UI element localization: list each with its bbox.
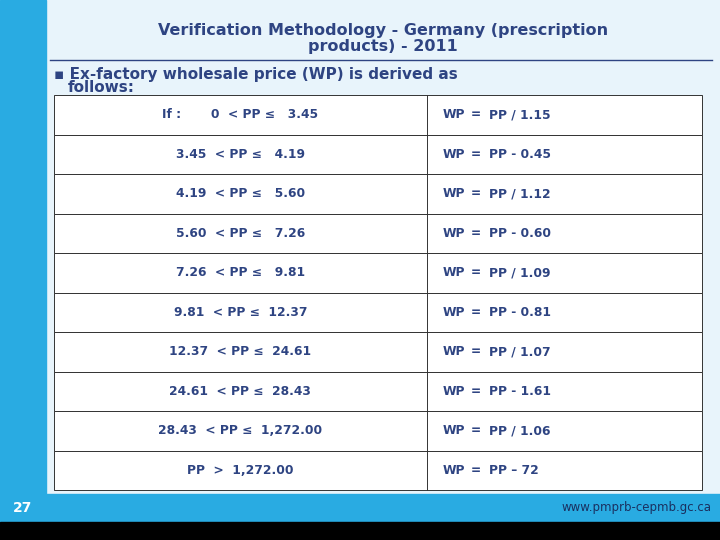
Text: WP: WP <box>443 266 465 279</box>
Text: WP: WP <box>443 187 465 200</box>
Bar <box>0 0 46 540</box>
Text: PP – 72: PP – 72 <box>489 464 539 477</box>
Bar <box>46 494 720 522</box>
Text: WP: WP <box>443 227 465 240</box>
Text: Verification Methodology - Germany (prescription: Verification Methodology - Germany (pres… <box>158 23 608 37</box>
Bar <box>54 372 702 411</box>
Bar <box>54 450 702 490</box>
Bar <box>0 522 720 540</box>
Bar <box>54 134 702 174</box>
Text: WP: WP <box>443 464 465 477</box>
Bar <box>54 293 702 332</box>
Text: www.pmprb-cepmb.gc.ca: www.pmprb-cepmb.gc.ca <box>562 502 712 515</box>
Text: =: = <box>471 148 481 161</box>
Text: 27: 27 <box>13 501 32 515</box>
Text: PP - 0.45: PP - 0.45 <box>489 148 551 161</box>
Text: =: = <box>471 266 481 279</box>
Bar <box>54 174 702 213</box>
Text: 9.81  < PP ≤  12.37: 9.81 < PP ≤ 12.37 <box>174 306 307 319</box>
Text: PP - 0.60: PP - 0.60 <box>489 227 551 240</box>
Text: =: = <box>471 424 481 437</box>
Text: ▪ Ex-factory wholesale price (WP) is derived as: ▪ Ex-factory wholesale price (WP) is der… <box>54 66 458 82</box>
Text: 12.37  < PP ≤  24.61: 12.37 < PP ≤ 24.61 <box>169 345 311 358</box>
Text: 3.45  < PP ≤   4.19: 3.45 < PP ≤ 4.19 <box>176 148 305 161</box>
Text: products) - 2011: products) - 2011 <box>308 39 458 55</box>
Bar <box>54 95 702 134</box>
Text: 28.43  < PP ≤  1,272.00: 28.43 < PP ≤ 1,272.00 <box>158 424 323 437</box>
Text: =: = <box>471 108 481 122</box>
Text: PP  >  1,272.00: PP > 1,272.00 <box>187 464 294 477</box>
Text: =: = <box>471 384 481 398</box>
Text: =: = <box>471 227 481 240</box>
Text: WP: WP <box>443 108 465 122</box>
Text: 4.19  < PP ≤   5.60: 4.19 < PP ≤ 5.60 <box>176 187 305 200</box>
Text: PP / 1.12: PP / 1.12 <box>489 187 550 200</box>
Text: PP / 1.07: PP / 1.07 <box>489 345 550 358</box>
Text: 5.60  < PP ≤   7.26: 5.60 < PP ≤ 7.26 <box>176 227 305 240</box>
Text: PP / 1.09: PP / 1.09 <box>489 266 550 279</box>
Text: =: = <box>471 187 481 200</box>
Text: WP: WP <box>443 148 465 161</box>
Bar <box>54 332 702 372</box>
Bar <box>54 253 702 293</box>
Text: PP - 0.81: PP - 0.81 <box>489 306 551 319</box>
Bar <box>0 494 46 522</box>
Bar <box>54 213 702 253</box>
Text: WP: WP <box>443 424 465 437</box>
Text: =: = <box>471 345 481 358</box>
Text: PP - 1.61: PP - 1.61 <box>489 384 551 398</box>
Text: follows:: follows: <box>68 80 135 96</box>
Text: WP: WP <box>443 384 465 398</box>
Text: PP / 1.06: PP / 1.06 <box>489 424 550 437</box>
Text: =: = <box>471 306 481 319</box>
Text: =: = <box>471 464 481 477</box>
Text: 7.26  < PP ≤   9.81: 7.26 < PP ≤ 9.81 <box>176 266 305 279</box>
Text: 24.61  < PP ≤  28.43: 24.61 < PP ≤ 28.43 <box>169 384 311 398</box>
Text: PP / 1.15: PP / 1.15 <box>489 108 550 122</box>
Text: If :       0  < PP ≤   3.45: If : 0 < PP ≤ 3.45 <box>162 108 318 122</box>
Bar <box>54 411 702 450</box>
Text: WP: WP <box>443 306 465 319</box>
Text: WP: WP <box>443 345 465 358</box>
